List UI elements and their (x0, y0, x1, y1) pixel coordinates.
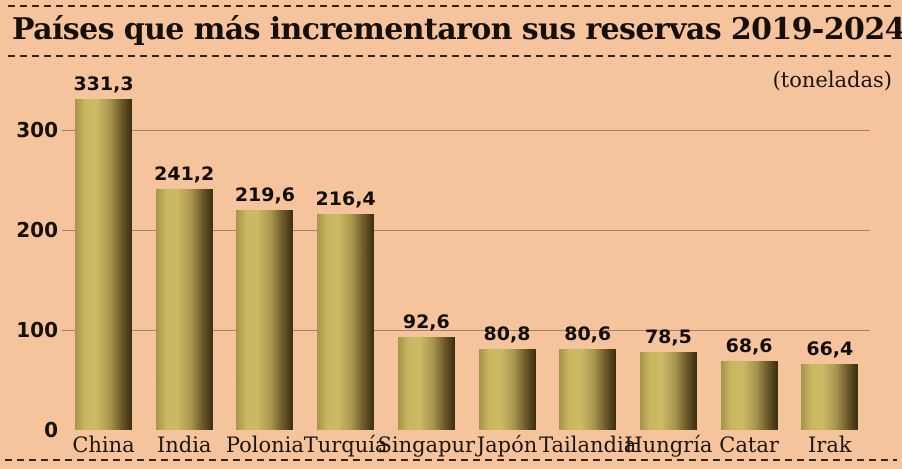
value-label-turquía: 216,4 (315, 187, 376, 210)
category-label-india: India (156, 433, 212, 457)
y-axis-tick-label-200: 200 (16, 218, 58, 242)
bottom-dashed-divider (5, 459, 897, 461)
bar-polonia (236, 210, 294, 430)
value-label-catar: 68,6 (725, 335, 773, 358)
bar-turquía (317, 213, 375, 430)
category-label-tailandia: Tailandia (539, 433, 637, 457)
bar-hungría (639, 351, 697, 430)
gridline-200 (62, 230, 870, 231)
gridline-300 (62, 130, 870, 131)
bar-china (75, 98, 132, 430)
category-label-hungría: Hungría (624, 433, 713, 457)
value-label-china: 331,3 (73, 72, 134, 95)
category-label-polonia: Polonia (225, 433, 304, 457)
bar-tailandia (559, 349, 617, 430)
bar-india (155, 188, 213, 430)
value-label-japón: 80,8 (483, 323, 531, 346)
value-label-tailandia: 80,6 (564, 323, 612, 346)
bar-irak (801, 363, 859, 430)
gridline-100 (62, 330, 870, 331)
value-label-polonia: 219,6 (234, 184, 295, 207)
chart-title: Países que más incrementaron sus reserva… (12, 12, 902, 47)
category-label-turquía: Turquía (303, 433, 388, 457)
y-axis-tick-label-300: 300 (16, 118, 58, 142)
category-label-japón: Japón (476, 433, 538, 457)
value-label-irak: 66,4 (806, 337, 854, 360)
y-axis-tick-label-100: 100 (16, 318, 58, 342)
category-label-catar: Catar (719, 433, 779, 457)
y-axis-tick-label-0: 0 (44, 418, 58, 442)
bar-singapur (397, 337, 455, 430)
bar-catar (720, 361, 778, 430)
category-label-irak: Irak (808, 433, 852, 457)
unit-label: (toneladas) (772, 68, 892, 92)
value-label-singapur: 92,6 (402, 311, 450, 334)
category-label-china: China (72, 433, 135, 457)
top-dashed-divider (8, 5, 894, 7)
bar-japón (478, 349, 536, 430)
title-dashed-divider (8, 55, 894, 57)
value-label-hungría: 78,5 (644, 325, 692, 348)
value-label-india: 241,2 (154, 162, 215, 185)
category-label-singapur: Singapur (377, 433, 476, 457)
